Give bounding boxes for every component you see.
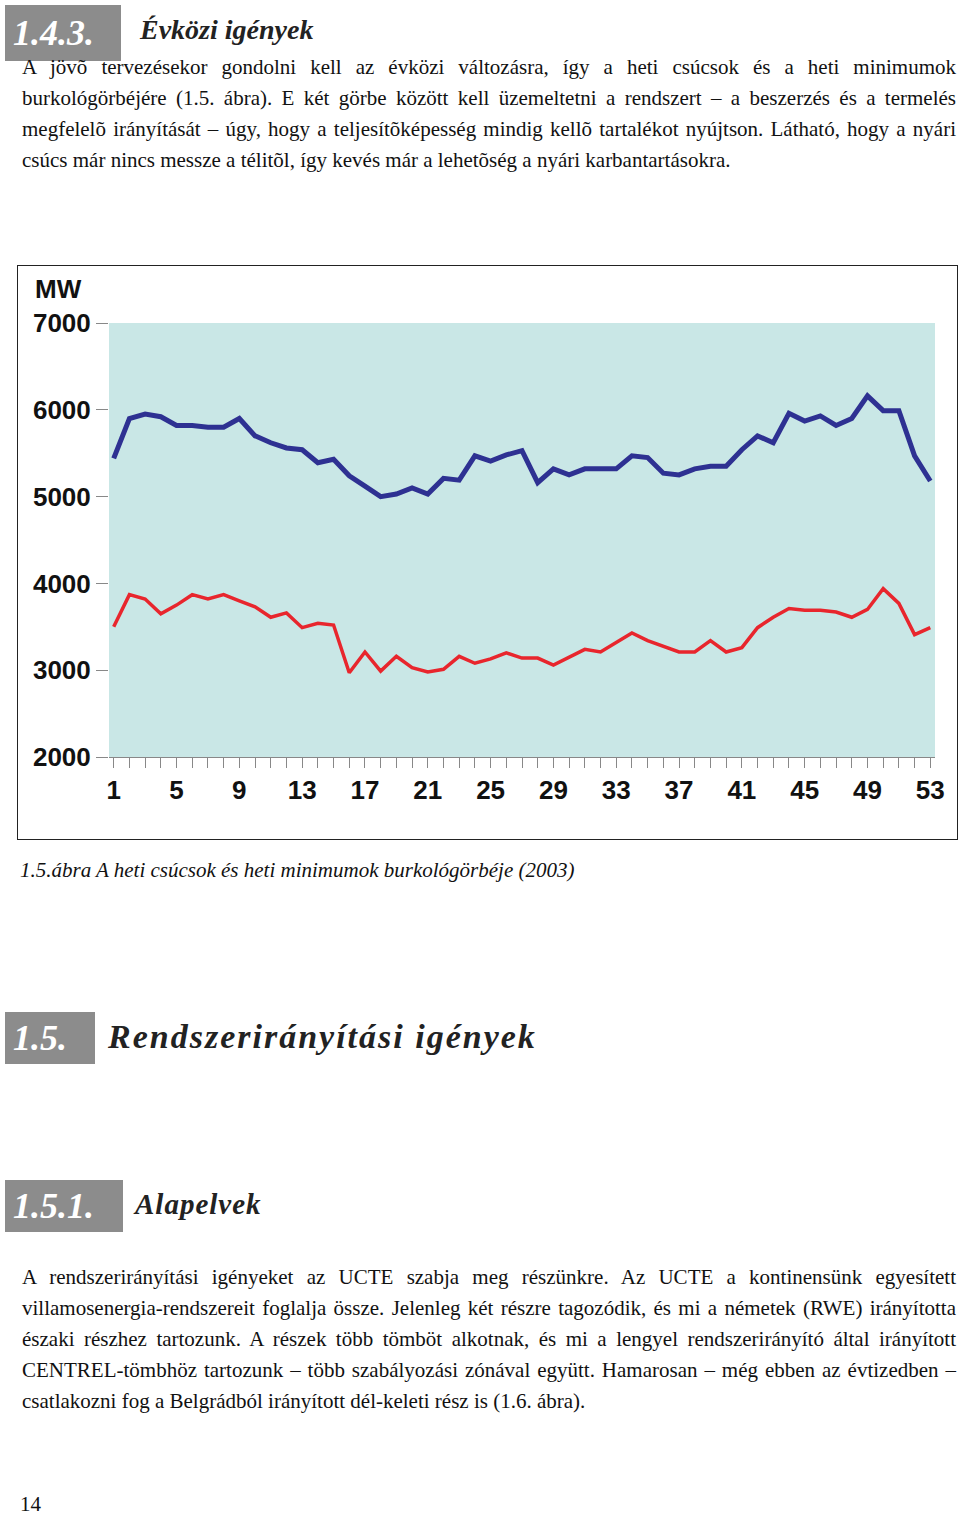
svg-text:3000: 3000 — [33, 655, 91, 685]
svg-text:45: 45 — [790, 775, 819, 805]
svg-text:21: 21 — [413, 775, 442, 805]
html-text:Rendszerirányítási igények: Rendszerirányítási igények — [108, 1018, 537, 1055]
svg-text:13: 13 — [288, 775, 317, 805]
svg-text:7000: 7000 — [33, 308, 91, 338]
html-text:Évközi igények: Évközi igények — [140, 14, 314, 45]
svg-text:29: 29 — [539, 775, 568, 805]
svg-text:4000: 4000 — [33, 569, 91, 599]
svg-text:53: 53 — [916, 775, 945, 805]
svg-text:5000: 5000 — [33, 482, 91, 512]
svg-text:5: 5 — [169, 775, 183, 805]
svg-text:MW: MW — [35, 274, 82, 304]
svg-text:33: 33 — [602, 775, 631, 805]
svg-text:25: 25 — [476, 775, 505, 805]
html-text:1.5.: 1.5. — [13, 1018, 67, 1058]
html-text:14: 14 — [20, 1492, 41, 1516]
svg-text:6000: 6000 — [33, 395, 91, 425]
html-text:1.5.ábra A heti csúcsok és het: 1.5.ábra A heti csúcsok és heti minimumo… — [20, 858, 575, 882]
svg-text:1: 1 — [106, 775, 120, 805]
svg-text:37: 37 — [665, 775, 694, 805]
html-text:1.5.1.: 1.5.1. — [13, 1186, 94, 1226]
svg-text:41: 41 — [727, 775, 756, 805]
svg-text:17: 17 — [351, 775, 380, 805]
html-text:Alapelvek: Alapelvek — [135, 1188, 262, 1220]
svg-text:9: 9 — [232, 775, 246, 805]
html-text:A rendszerirányítási igényeket: A rendszerirányítási igényeket az UCTE s… — [22, 1265, 956, 1413]
html-text:A jövõ tervezésekor gondolni k: A jövõ tervezésekor gondolni kell az évk… — [22, 55, 956, 172]
html-text:1.4.3.: 1.4.3. — [13, 13, 94, 53]
svg-text:2000: 2000 — [33, 742, 91, 772]
svg-text:49: 49 — [853, 775, 882, 805]
